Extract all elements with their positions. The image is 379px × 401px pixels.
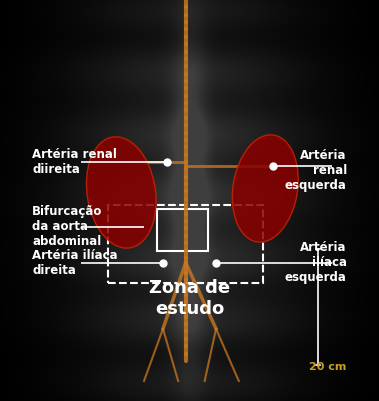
- Ellipse shape: [86, 137, 156, 248]
- Text: Bifurcação
da aorta
abdominal: Bifurcação da aorta abdominal: [32, 205, 103, 248]
- Bar: [157, 209, 208, 251]
- Text: Artéria
renal
esquerda: Artéria renal esquerda: [285, 149, 347, 192]
- Bar: [108, 205, 263, 283]
- Text: Zona de
estudo: Zona de estudo: [149, 279, 230, 318]
- Text: 20 cm: 20 cm: [309, 362, 346, 372]
- Text: Artéria renal
diireita: Artéria renal diireita: [32, 148, 117, 176]
- Ellipse shape: [232, 135, 298, 242]
- Text: Artéria ilíaca
direita: Artéria ilíaca direita: [32, 249, 118, 277]
- Text: Artéria
ilíaca
esquerda: Artéria ilíaca esquerda: [285, 241, 347, 284]
